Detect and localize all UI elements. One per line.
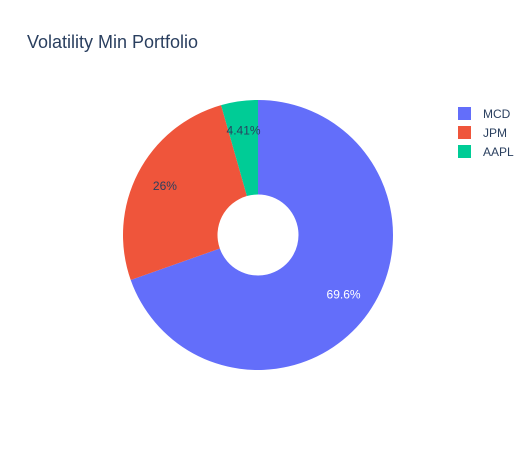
legend-item-jpm[interactable]: JPM: [452, 123, 522, 142]
legend-swatch-jpm: [458, 126, 471, 139]
chart-title: Volatility Min Portfolio: [27, 32, 199, 52]
legend-label-aapl: AAPL: [483, 144, 514, 159]
legend: MCD JPM AAPL: [452, 104, 522, 161]
legend-label-jpm: JPM: [483, 125, 507, 140]
slice-jpm[interactable]: [123, 105, 247, 280]
legend-item-mcd[interactable]: MCD: [452, 104, 522, 123]
legend-label-mcd: MCD: [483, 106, 511, 121]
slice-aapl[interactable]: [221, 100, 258, 197]
legend-swatch-aapl: [458, 145, 471, 158]
slice-label-mcd: 69.6%: [327, 288, 361, 302]
legend-item-aapl[interactable]: AAPL: [452, 142, 522, 161]
slice-label-jpm: 26%: [153, 179, 177, 193]
slice-label-aapl: 4.41%: [227, 123, 261, 137]
legend-swatch-mcd: [458, 107, 471, 120]
slice-mcd[interactable]: [130, 100, 394, 370]
